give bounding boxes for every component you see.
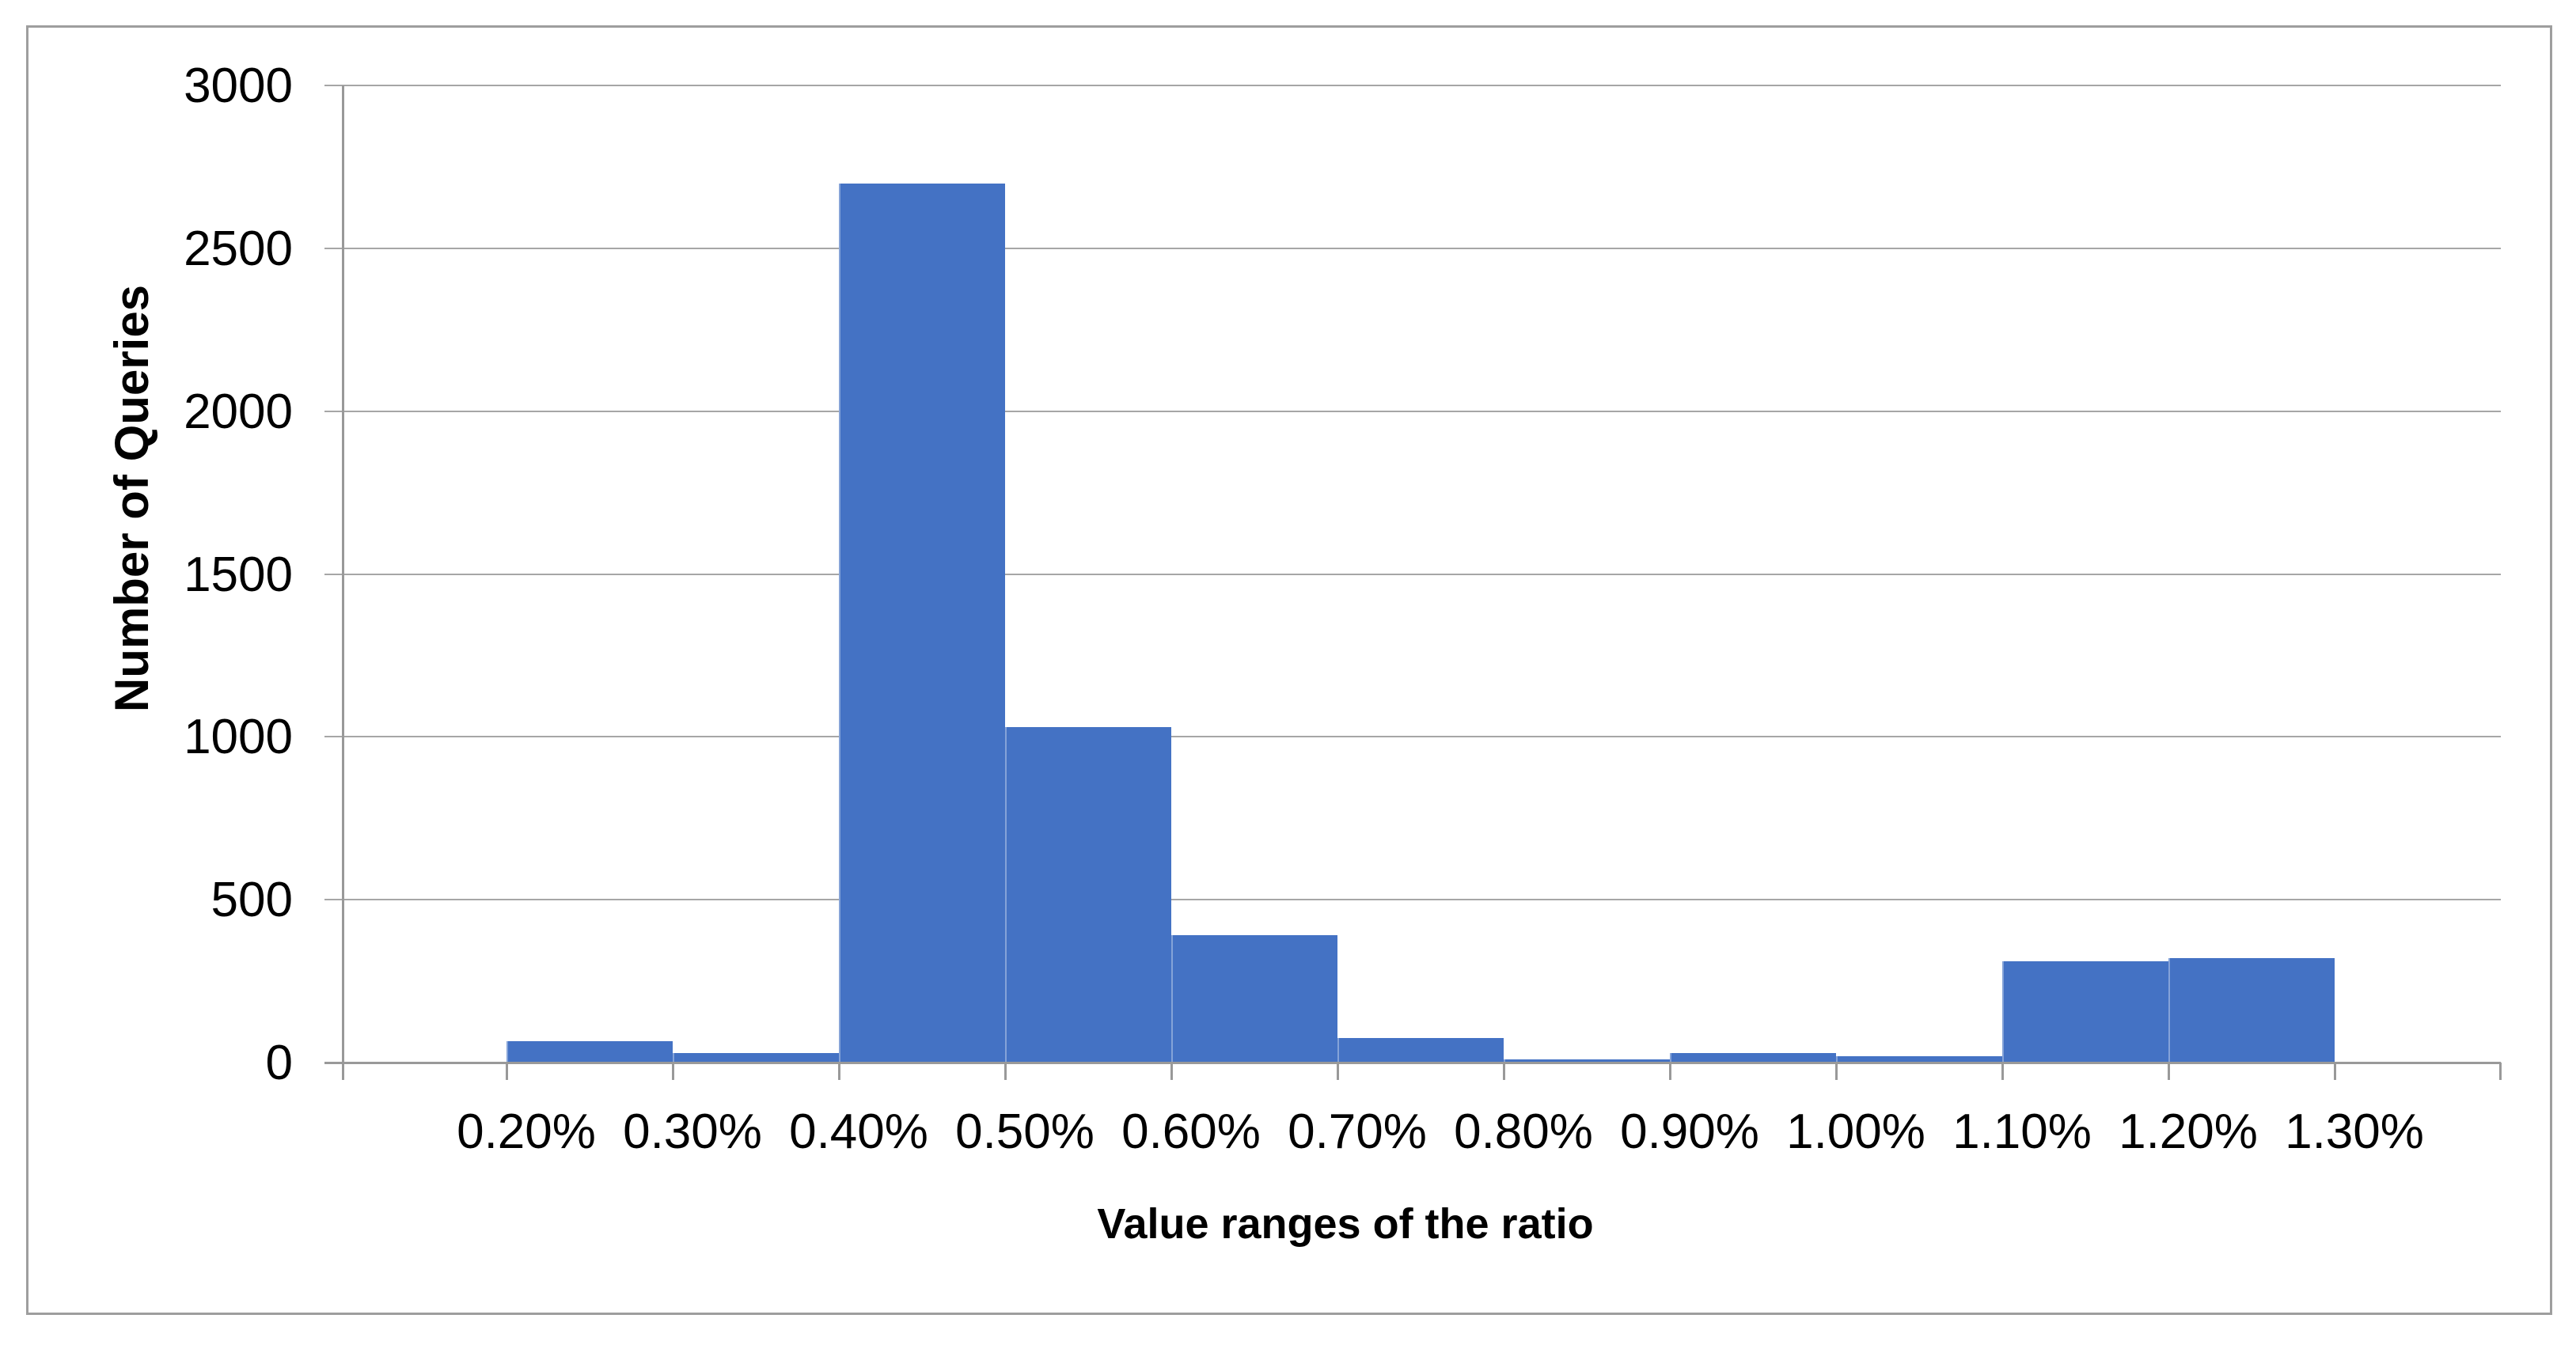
histogram-bar [1670,1052,1836,1063]
x-tick-label: 0.30% [623,1104,762,1159]
x-axis-tick [672,1063,674,1080]
x-tick-label: 1.00% [1786,1104,1925,1159]
histogram-bar [1171,935,1337,1063]
gridline-3000 [342,85,2501,86]
gridline-2000 [342,410,2501,412]
x-tick-label: 0.70% [1288,1104,1427,1159]
histogram-bar [1337,1038,1504,1063]
histogram-bar [2002,961,2168,1063]
x-axis-tick [1004,1063,1007,1080]
y-tick-label: 2500 [184,221,293,276]
y-axis-tick [324,247,342,249]
x-axis-tick [1170,1063,1173,1080]
x-axis-end-tick [2499,1063,2502,1080]
y-axis-line [342,85,344,1080]
x-tick-label: 1.10% [1952,1104,2092,1159]
y-axis-title: Number of Queries [105,284,158,713]
x-axis-tick [2001,1063,2004,1080]
x-axis-tick [2334,1063,2336,1080]
x-tick-label: 0.90% [1620,1104,1759,1159]
histogram-bar [1005,726,1171,1063]
x-tick-label: 0.50% [955,1104,1095,1159]
x-axis-tick [1337,1063,1339,1080]
x-axis-tick [506,1063,508,1080]
y-axis-tick [324,410,342,412]
x-tick-label: 0.80% [1454,1104,1593,1159]
x-tick-label: 1.30% [2285,1104,2424,1159]
y-tick-label: 2000 [184,384,293,439]
gridline-2500 [342,247,2501,249]
y-axis-tick [324,899,342,901]
y-tick-label: 1000 [184,710,293,765]
y-axis-tick [324,573,342,575]
gridline-500 [342,899,2501,901]
y-tick-label: 500 [211,873,293,928]
x-axis-title: Value ranges of the ratio [1097,1200,1594,1248]
y-tick-label: 3000 [184,59,293,113]
histogram-bar [1836,1055,2002,1063]
x-axis-line [324,1062,2501,1064]
x-tick-label: 0.60% [1121,1104,1261,1159]
x-tick-label: 0.20% [457,1104,596,1159]
x-axis-tick [838,1063,840,1080]
histogram-bar [2168,958,2335,1063]
x-axis-tick [1835,1063,1838,1080]
y-axis-tick [324,736,342,738]
y-tick-label: 0 [265,1036,293,1090]
y-tick-label: 1500 [184,547,293,602]
chart-frame [26,25,2552,1315]
gridline-1500 [342,573,2501,575]
y-axis-tick [324,85,342,86]
gridline-1000 [342,736,2501,738]
x-axis-tick [1503,1063,1505,1080]
x-tick-label: 1.20% [2119,1104,2258,1159]
histogram-bar [1504,1059,1670,1063]
x-axis-tick [2168,1063,2170,1080]
histogram-bar [673,1052,839,1063]
x-axis-tick [1669,1063,1671,1080]
histogram-bar [839,183,1005,1063]
histogram-bar [506,1041,673,1063]
x-tick-label: 0.40% [789,1104,928,1159]
